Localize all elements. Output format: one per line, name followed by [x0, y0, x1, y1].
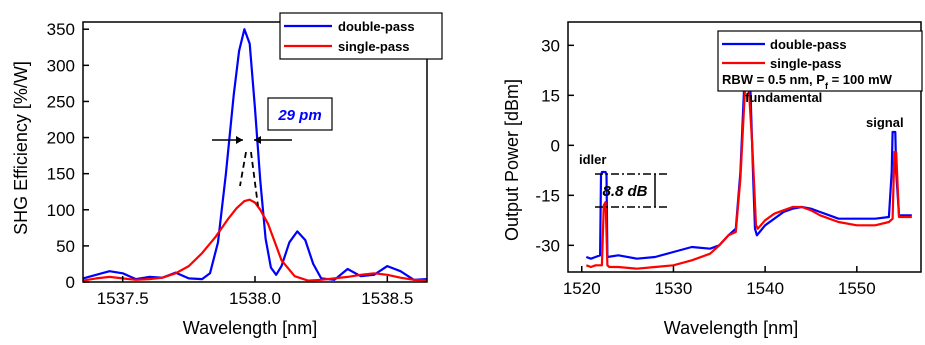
left-y-tick-label: 100: [47, 201, 75, 220]
left-x-tick-label: 1538.5: [361, 289, 413, 308]
left-x-axis-title: Wavelength [nm]: [183, 318, 317, 338]
fwhm-label-box: [267, 97, 333, 131]
right-x-tick-label: 1520: [563, 279, 601, 298]
right-legend-box: [717, 30, 923, 92]
left-series-line-single-pass: [82, 198, 428, 282]
right-y-tick-label: -15: [535, 186, 560, 205]
left-plot-frame: [82, 21, 428, 283]
fwhm-arrowhead-right: [254, 136, 261, 144]
fwhm-dashed-line-right: [250, 151, 259, 207]
legend-label-double-pass: double-pass: [338, 19, 415, 34]
left-y-tick-label: 300: [47, 56, 75, 75]
right-y-tick-label: 30: [541, 36, 560, 55]
left-y-tick-label: 0: [66, 273, 75, 292]
right-x-tick-label: 1530: [655, 279, 693, 298]
gain-annotation: 8.8 dB: [595, 173, 670, 208]
left-y-tick-label: 200: [47, 129, 75, 148]
legend-label-single-pass: single-pass: [770, 56, 842, 71]
fwhm-annotation: 29 pm: [212, 97, 333, 207]
left-y-axis-title: SHG Efficiency [%/W]: [11, 61, 31, 235]
right-y-tick-label: -30: [535, 236, 560, 255]
left-x-tick-label: 1537.5: [97, 289, 149, 308]
left-axis-ticks: 1537.5 1538.0 1538.5 0 50 100 150 200 250 300 350: [47, 20, 414, 308]
fundamental-label: fundamental: [745, 90, 822, 105]
right-y-axis-title: Output Power [dBm]: [502, 79, 522, 241]
right-x-tick-label: 1550: [838, 279, 876, 298]
right-legend: double-pass single-pass RBW = 0.5 nm, Pf…: [717, 30, 923, 92]
shg-efficiency-panel: 1537.5 1538.0 1538.5050100150200250300350 …: [11, 12, 443, 338]
left-y-tick-label: 150: [47, 165, 75, 184]
left-x-tick-label: 1538.0: [229, 289, 281, 308]
right-plot-frame: [567, 21, 922, 273]
right-y-tick-label: 0: [551, 136, 560, 155]
right-x-axis-title: Wavelength [nm]: [664, 318, 798, 338]
right-series-line-double-pass: [585, 87, 912, 260]
legend-label-single-pass: single-pass: [338, 39, 410, 54]
right-series-group: [585, 84, 912, 270]
gain-label: 8.8 dB: [602, 183, 647, 200]
left-series-group: [82, 28, 428, 282]
left-series-line-double-pass: [82, 28, 428, 281]
signal-label: signal: [866, 115, 904, 130]
right-x-tick-label: 1540: [746, 279, 784, 298]
fwhm-arrowhead-left: [236, 136, 243, 144]
fwhm-dashed-line-left: [239, 151, 247, 187]
idler-label: idler: [579, 152, 606, 167]
left-y-tick-label: 350: [47, 20, 75, 39]
left-legend-box: [279, 12, 443, 60]
right-y-tick-label: 15: [541, 86, 560, 105]
legend-label-double-pass: double-pass: [770, 37, 847, 52]
right-series-line-single-pass: [585, 84, 912, 270]
left-y-tick-label: 50: [56, 237, 75, 256]
legend-rbw-note: RBW = 0.5 nm, Pf = 100 mW: [722, 72, 893, 91]
left-y-tick-label: 250: [47, 92, 75, 111]
left-legend: double-pass single-pass: [279, 12, 443, 60]
fwhm-label: 29 pm: [277, 107, 321, 124]
